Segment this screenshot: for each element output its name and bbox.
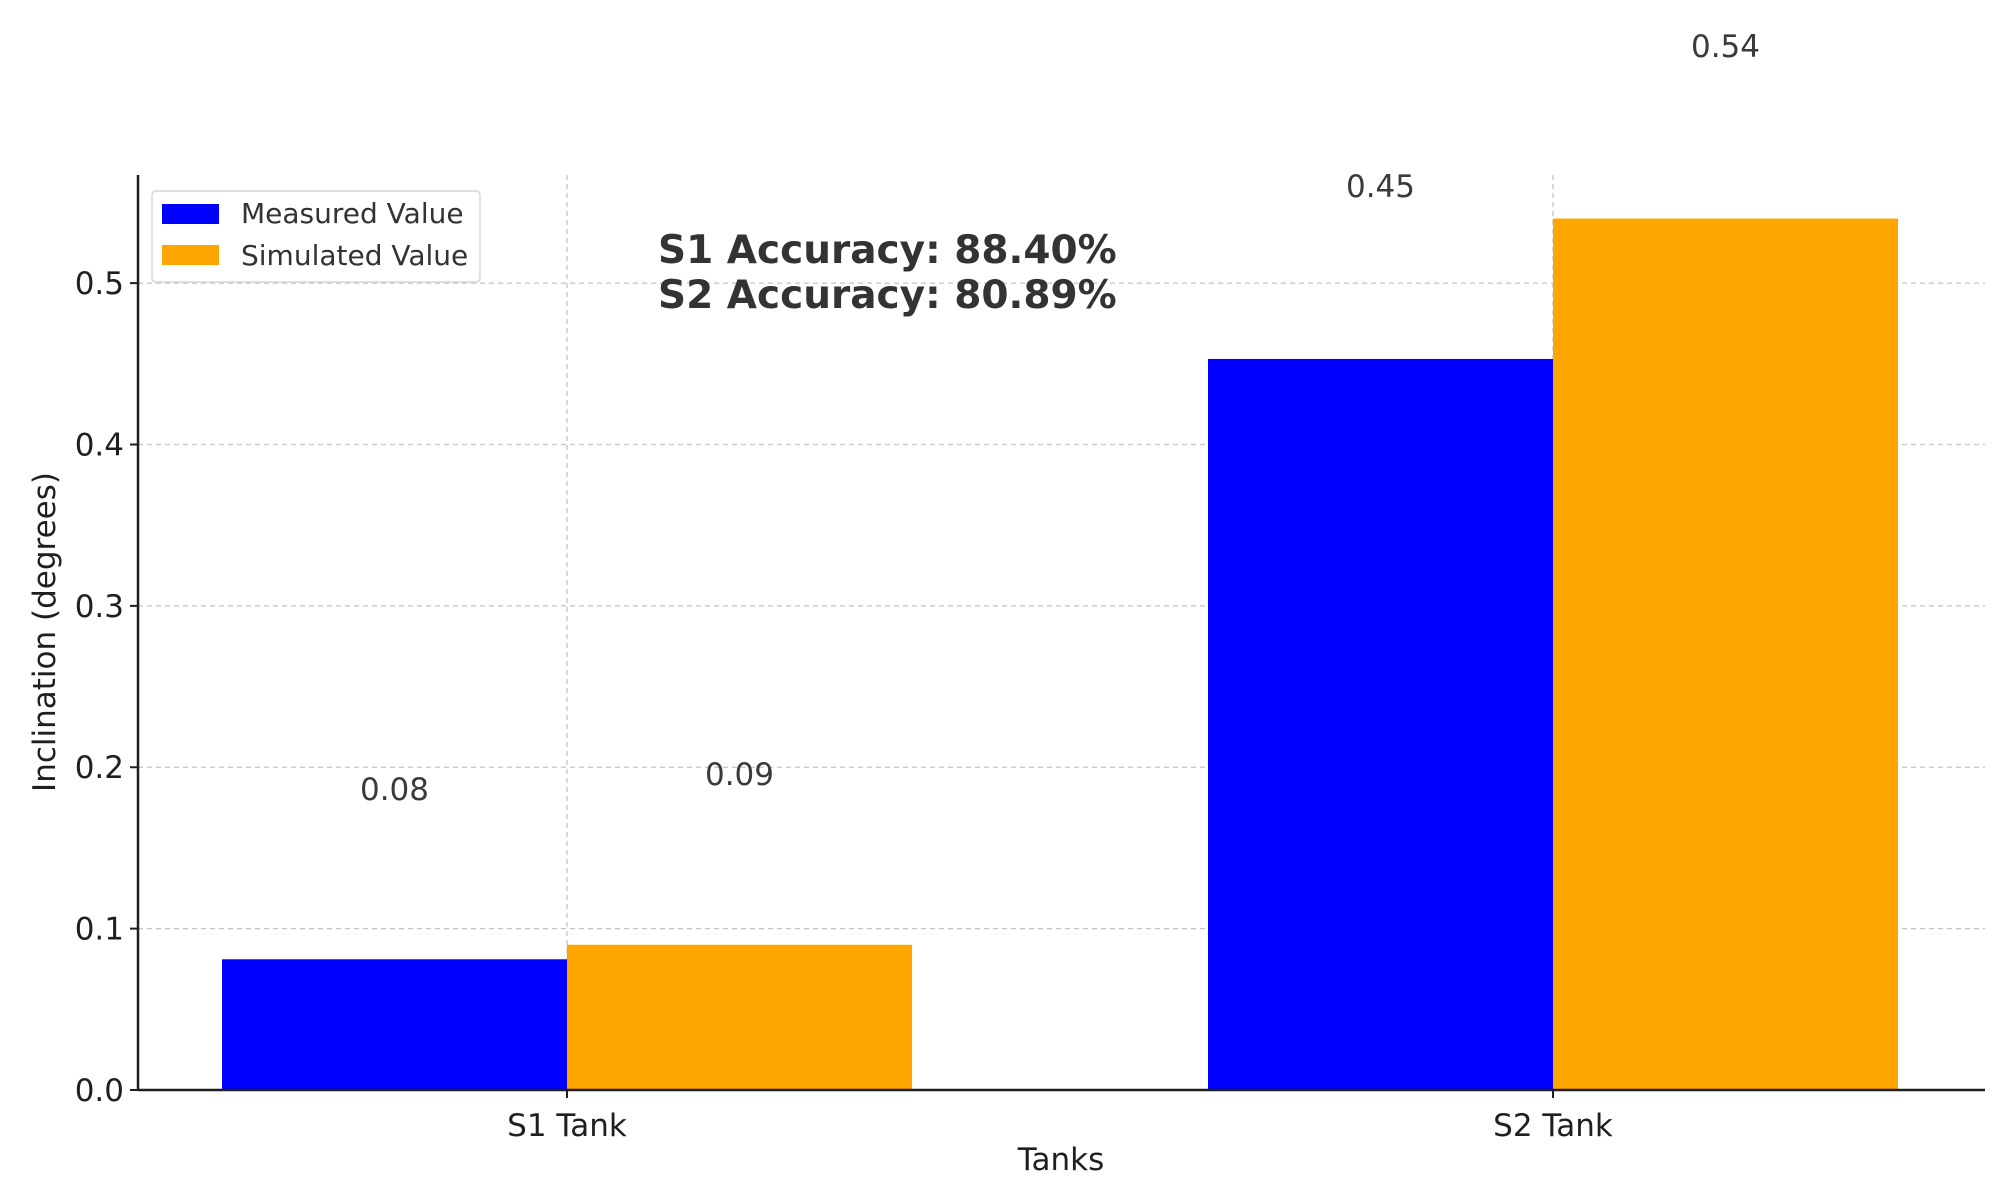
legend-swatch-simulated — [162, 245, 219, 265]
y-axis-title: Inclination (degrees) — [27, 472, 63, 792]
y-tick-label: 0.0 — [75, 1073, 124, 1109]
legend-label-simulated: Simulated Value — [241, 239, 468, 272]
bar-simulated-1 — [567, 944, 912, 1090]
x-axis-title: Tanks — [1017, 1142, 1105, 1178]
bar-measured-2 — [1208, 358, 1553, 1090]
data-label: 0.08 — [360, 772, 429, 808]
data-labels: 0.08 0.45 0.09 0.54 — [360, 29, 1760, 808]
data-label: 0.09 — [705, 757, 774, 793]
legend-swatch-measured — [162, 204, 219, 224]
accuracy-annotation: S1 Accuracy: 88.40% S2 Accuracy: 80.89% — [658, 228, 1117, 318]
bars — [222, 218, 1898, 1091]
y-tick-label: 0.5 — [75, 266, 124, 302]
bar-measured-1 — [222, 959, 567, 1090]
y-tick-label: 0.1 — [75, 912, 124, 948]
y-ticks: 0.0 0.1 0.2 0.3 0.4 0.5 — [75, 266, 138, 1109]
data-label: 0.54 — [1691, 29, 1760, 65]
x-tick-label: S1 Tank — [507, 1108, 627, 1144]
y-tick-label: 0.4 — [75, 427, 124, 463]
legend-box — [151, 190, 481, 283]
bar-simulated-2 — [1553, 218, 1898, 1091]
s1-accuracy-text: S1 Accuracy: 88.40% — [658, 228, 1117, 273]
y-tick-label: 0.2 — [75, 750, 124, 786]
axes — [136, 175, 1985, 1092]
legend: Measured Value Simulated Value — [151, 190, 481, 283]
s2-accuracy-text: S2 Accuracy: 80.89% — [658, 273, 1117, 318]
legend-label-measured: Measured Value — [241, 197, 464, 230]
data-label: 0.45 — [1346, 169, 1415, 205]
y-tick-label: 0.3 — [75, 589, 124, 625]
x-tick-label: S2 Tank — [1493, 1108, 1613, 1144]
x-ticks: S1 Tank S2 Tank — [507, 1090, 1613, 1144]
